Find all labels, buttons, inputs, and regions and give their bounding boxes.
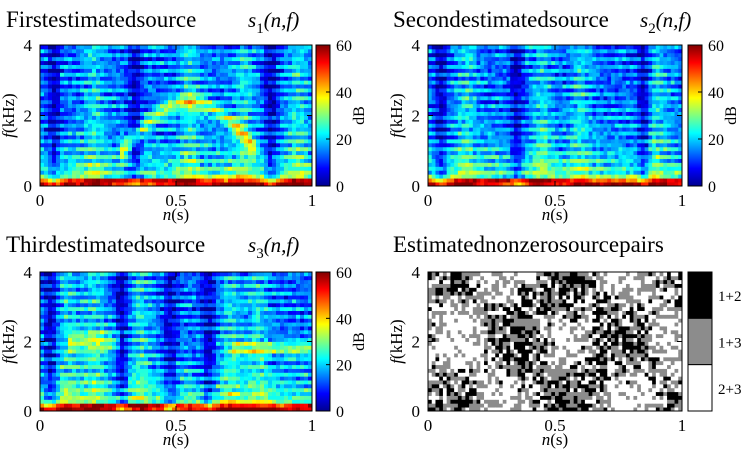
x-axis-label: n(s) bbox=[163, 205, 189, 224]
legend-label: 2+3 bbox=[718, 382, 741, 398]
x-tick-label: 0 bbox=[36, 416, 45, 435]
x-tick-label: 0.5 bbox=[165, 191, 186, 210]
x-tick-label: 0 bbox=[36, 191, 45, 210]
x-tick-label: 0.5 bbox=[544, 191, 565, 210]
heatmap-cells bbox=[40, 272, 313, 412]
x-axis-label: n(s) bbox=[542, 430, 568, 449]
colorbar-tick-label: 20 bbox=[336, 132, 352, 149]
legend-label: 1+3 bbox=[718, 336, 741, 352]
heatmap-cells bbox=[428, 45, 683, 187]
panel-second: Secondestimatedsource s2(n,f) 0 0.5 1 0 2 4 n(s)… bbox=[387, 7, 740, 224]
panel-title: Thirdestimatedsource bbox=[6, 232, 205, 257]
legend-swatch bbox=[687, 364, 713, 412]
panel-symbol: s3(n,f) bbox=[248, 233, 299, 262]
x-tick-label: 1 bbox=[308, 416, 317, 435]
colorbar: 0 20 40 60 dB bbox=[687, 38, 740, 196]
colorbar-tick-label: 0 bbox=[708, 179, 716, 196]
x-tick-label: 1 bbox=[678, 191, 687, 210]
y-tick-label: 4 bbox=[24, 263, 33, 282]
colorbar-tick-label: 60 bbox=[336, 38, 352, 55]
heatmap-cells bbox=[40, 45, 313, 187]
heatmap-cells bbox=[428, 272, 683, 412]
x-axis-label: n(s) bbox=[542, 205, 568, 224]
y-tick-label: 0 bbox=[412, 177, 421, 196]
panel-symbol: s1(n,f) bbox=[248, 8, 299, 37]
colorbar: 0 20 40 60 dB bbox=[315, 265, 368, 421]
colorbar-label: dB bbox=[351, 106, 368, 125]
legend-swatch bbox=[687, 317, 713, 366]
y-tick-label: 2 bbox=[24, 107, 33, 126]
colorbar-tick-label: 60 bbox=[708, 38, 724, 55]
panel-title: Secondestimatedsource bbox=[393, 7, 609, 32]
y-tick-label: 4 bbox=[412, 263, 421, 282]
category-legend: 1+2 1+3 2+3 bbox=[687, 271, 741, 412]
y-tick-label: 0 bbox=[24, 402, 33, 421]
colorbar-tick-label: 40 bbox=[336, 85, 352, 102]
panel-title: Firstestimatedsource bbox=[6, 7, 196, 32]
y-tick-label: 2 bbox=[24, 333, 33, 352]
legend-label: 1+2 bbox=[718, 289, 741, 305]
colorbar-tick-label: 40 bbox=[336, 311, 352, 328]
x-tick-label: 0 bbox=[424, 191, 433, 210]
y-axis-label: f(kHz) bbox=[387, 93, 406, 137]
colorbar-tick-label: 60 bbox=[336, 265, 352, 282]
panel-first: Firstestimatedsource s1(n,f) 0 0.5 1 0 2 4 n(s) f… bbox=[0, 7, 368, 224]
x-tick-label: 1 bbox=[308, 191, 317, 210]
y-tick-label: 2 bbox=[412, 107, 421, 126]
colorbar-tick-label: 0 bbox=[336, 404, 344, 421]
colorbar: 0 20 40 60 dB bbox=[315, 38, 368, 196]
colorbar-tick-label: 40 bbox=[708, 85, 724, 102]
x-tick-label: 1 bbox=[678, 416, 687, 435]
y-axis-label: f(kHz) bbox=[0, 93, 18, 137]
y-axis-label: f(kHz) bbox=[0, 319, 18, 363]
y-tick-label: 0 bbox=[412, 402, 421, 421]
legend-swatch bbox=[687, 271, 713, 319]
y-axis-label: f(kHz) bbox=[387, 319, 406, 363]
y-tick-label: 2 bbox=[412, 333, 421, 352]
panel-pairs: Estimatednonzerosourcepairs 0 0.5 1 0 2 4 n(s) f… bbox=[387, 232, 741, 449]
panel-third: Thirdestimatedsource s3(n,f) 0 0.5 1 0 2 4 n(s) f… bbox=[0, 232, 368, 449]
colorbar-tick-label: 20 bbox=[336, 358, 352, 375]
colorbar-label: dB bbox=[351, 332, 368, 351]
x-tick-label: 0 bbox=[424, 416, 433, 435]
x-tick-label: 0.5 bbox=[165, 416, 186, 435]
panel-title: Estimatednonzerosourcepairs bbox=[393, 232, 664, 257]
y-tick-label: 0 bbox=[24, 177, 33, 196]
x-tick-label: 0.5 bbox=[544, 416, 565, 435]
y-tick-label: 4 bbox=[412, 36, 421, 55]
colorbar-tick-label: 0 bbox=[336, 179, 344, 196]
colorbar-tick-label: 20 bbox=[708, 132, 724, 149]
x-axis-label: n(s) bbox=[163, 430, 189, 449]
y-tick-label: 4 bbox=[24, 36, 33, 55]
colorbar-label: dB bbox=[723, 106, 740, 125]
panel-symbol: s2(n,f) bbox=[640, 8, 691, 37]
